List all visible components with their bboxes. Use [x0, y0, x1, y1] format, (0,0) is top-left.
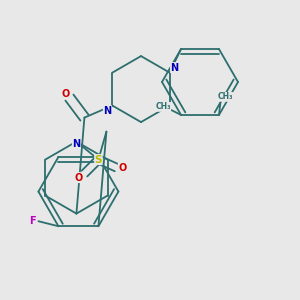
Text: N: N — [170, 63, 178, 73]
Text: O: O — [61, 88, 70, 99]
Text: N: N — [72, 139, 80, 148]
Text: F: F — [29, 216, 36, 226]
Text: CH₃: CH₃ — [217, 92, 233, 101]
Text: O: O — [118, 163, 127, 172]
Text: N: N — [103, 106, 112, 116]
Text: S: S — [95, 154, 102, 165]
Text: CH₃: CH₃ — [155, 102, 171, 111]
Text: O: O — [74, 172, 83, 183]
